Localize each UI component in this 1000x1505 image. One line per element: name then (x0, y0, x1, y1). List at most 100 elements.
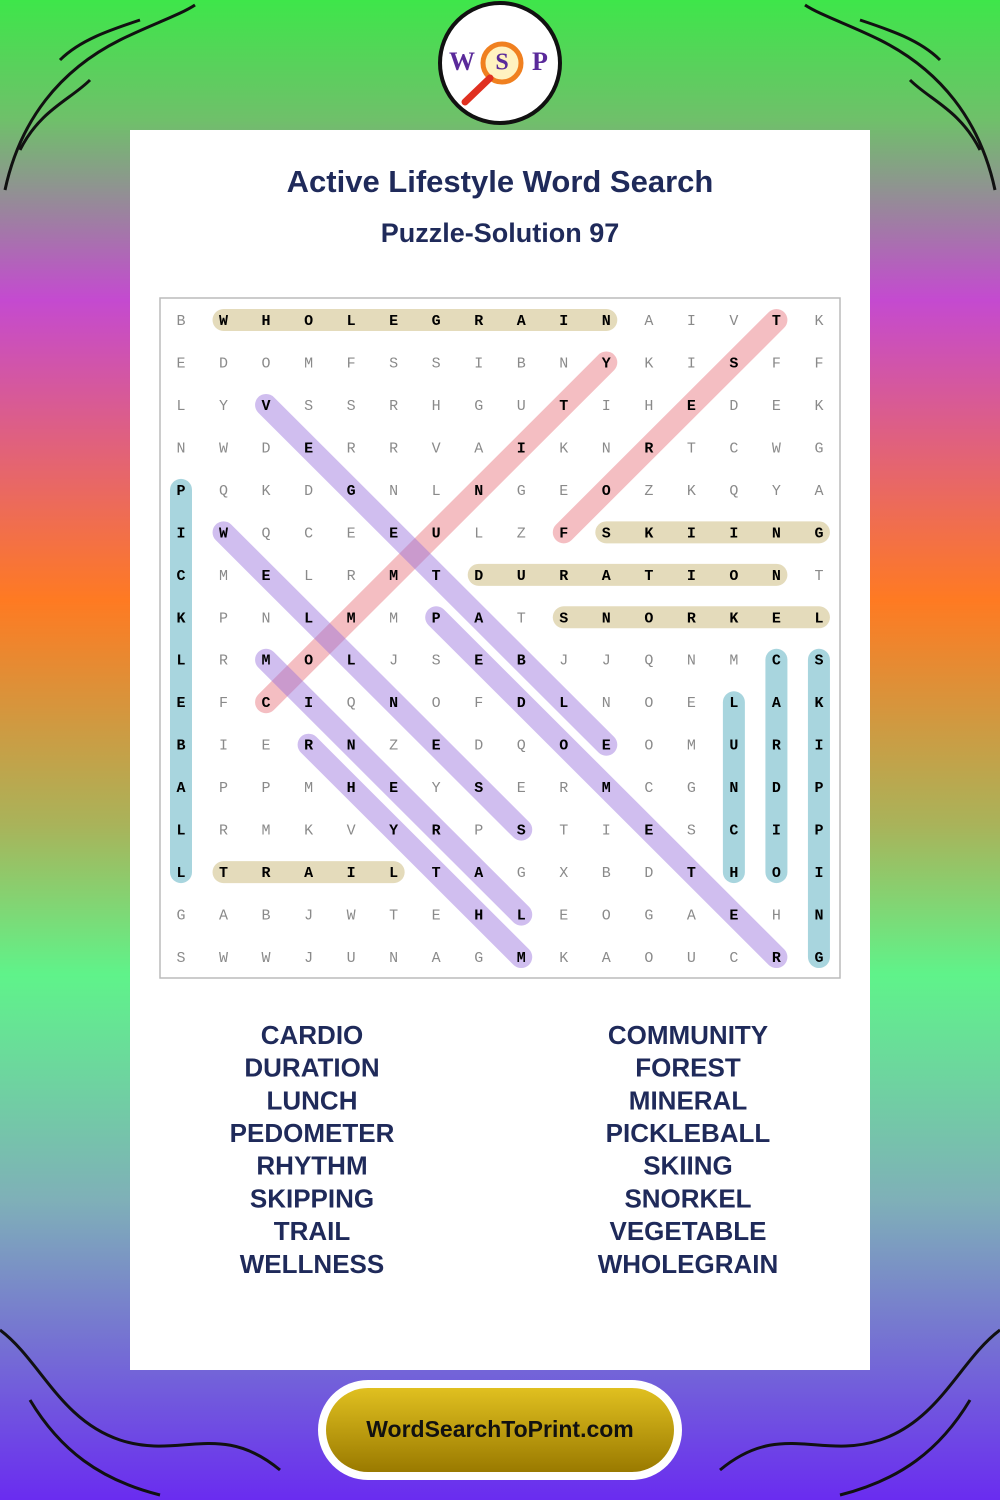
grid-letter: A (602, 568, 611, 585)
grid-letter: D (262, 440, 271, 457)
grid-letter: W (262, 950, 271, 967)
grid-letter: F (772, 355, 781, 372)
grid-letter: O (559, 738, 568, 755)
word-list-item: WHOLEGRAIN (598, 1249, 779, 1279)
grid-letter: G (687, 780, 696, 797)
solution-highlight (297, 733, 533, 969)
highlights (170, 309, 830, 969)
grid-letter: H (729, 865, 738, 882)
grid-letter: I (347, 865, 356, 882)
grid-letter: U (347, 950, 356, 967)
grid-letter: H (347, 780, 356, 797)
grid-letter: O (602, 483, 611, 500)
grid-letter: I (602, 823, 611, 840)
grid-letter: T (432, 568, 441, 585)
grid-letter: O (644, 610, 653, 627)
solution-highlight (425, 606, 788, 969)
grid-letter: D (474, 738, 483, 755)
grid-letter: O (602, 908, 611, 925)
grid-letter: I (729, 525, 738, 542)
grid-letter: E (304, 440, 313, 457)
grid-letter: E (176, 355, 185, 372)
grid-letter: R (347, 568, 356, 585)
word-list-item: MINERAL (629, 1085, 748, 1115)
grid-letter: N (389, 483, 398, 500)
word-list-item: WELLNESS (240, 1249, 384, 1279)
grid-letter: L (304, 568, 313, 585)
grid-letter: K (814, 313, 823, 330)
grid-letter: C (176, 568, 185, 585)
grid-letter: S (347, 398, 356, 415)
grid-letter: E (474, 653, 483, 670)
grid-letter: R (304, 738, 313, 755)
grid-letter: K (559, 440, 568, 457)
grid-letter: P (432, 610, 441, 627)
grid-letter: G (474, 398, 483, 415)
grid-letter: C (262, 695, 271, 712)
grid-letter: R (347, 440, 356, 457)
grid-letter: A (176, 780, 185, 797)
grid-letter: M (517, 950, 526, 967)
grid-letter: R (389, 398, 398, 415)
grid-letter: E (644, 823, 653, 840)
grid-letter: M (262, 653, 271, 670)
grid-letter: I (219, 738, 228, 755)
grid-letter: E (559, 908, 568, 925)
grid-letter: L (347, 653, 356, 670)
grid-letter: I (304, 695, 313, 712)
grid-letter: A (474, 440, 483, 457)
grid-letter: E (176, 695, 185, 712)
grid-letter: Y (219, 398, 228, 415)
logo-lens (480, 41, 524, 85)
grid-letter: O (262, 355, 271, 372)
grid-letter: F (474, 695, 483, 712)
logo-letter: W (449, 47, 475, 76)
grid-letter: A (517, 313, 526, 330)
grid-letter: G (432, 313, 441, 330)
grid-letter: J (602, 653, 611, 670)
grid-letter: K (814, 695, 823, 712)
grid-letter: T (644, 568, 653, 585)
grid-letter: E (687, 695, 696, 712)
solution-highlight (255, 351, 618, 714)
grid-letter: G (814, 525, 823, 542)
grid-letter: L (389, 865, 398, 882)
grid-letter: A (219, 908, 228, 925)
word-list-item: FOREST (635, 1053, 741, 1083)
grid-letter: Y (432, 780, 441, 797)
grid-letter: S (474, 780, 483, 797)
grid-letter: P (219, 780, 228, 797)
grid-letter: C (729, 440, 738, 457)
grid-letter: M (304, 780, 313, 797)
grid-letter: H (772, 908, 781, 925)
grid-letter: A (644, 313, 653, 330)
grid-letter: S (517, 823, 526, 840)
grid-letter: Y (772, 483, 781, 500)
grid-letter: N (389, 695, 398, 712)
grid-letter: N (474, 483, 483, 500)
grid-letter: E (772, 610, 781, 627)
word-list-item: PEDOMETER (230, 1118, 395, 1148)
grid-letter: D (304, 483, 313, 500)
solution-highlight (552, 309, 788, 544)
grid-letter: K (644, 355, 653, 372)
grid-letter: H (432, 398, 441, 415)
grid-letter: O (644, 738, 653, 755)
grid-letter: E (517, 780, 526, 797)
grid-letter: Z (517, 525, 526, 542)
grid-letter: O (729, 568, 738, 585)
grid-letter: A (772, 695, 781, 712)
grid-letter: N (687, 653, 696, 670)
grid-letter: E (559, 483, 568, 500)
grid-letter: E (772, 398, 781, 415)
grid-letter: K (687, 483, 696, 500)
grid-letter: B (517, 653, 526, 670)
grid-letter: N (729, 780, 738, 797)
grid-letter: K (814, 398, 823, 415)
grid-letter: L (176, 823, 185, 840)
grid-letter: E (347, 525, 356, 542)
grid-letter: I (814, 865, 823, 882)
grid-letter: R (219, 653, 228, 670)
grid-letter: C (304, 525, 313, 542)
grid-letter: O (644, 950, 653, 967)
